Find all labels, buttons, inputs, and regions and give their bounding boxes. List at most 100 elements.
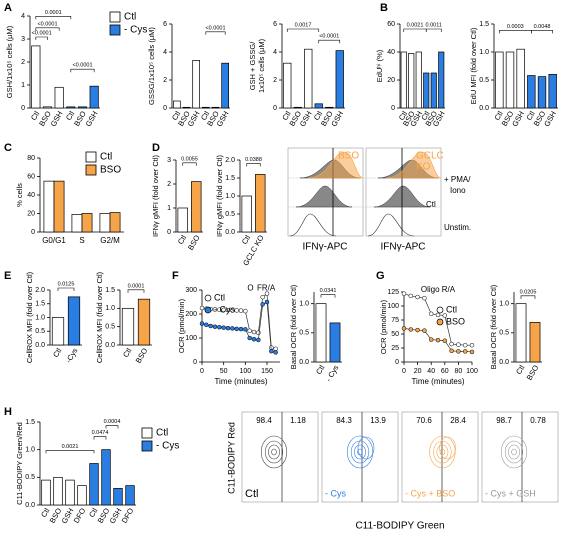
- marker: [422, 328, 427, 333]
- x-tick-label: DFO: [120, 506, 136, 524]
- y-tick-label: 6: [163, 21, 167, 28]
- x-tick-label: Ctl: [51, 346, 64, 359]
- x-tick-label: G0/G1: [42, 236, 66, 245]
- y-tick-label: 1.0: [105, 305, 115, 312]
- panel-label: F: [172, 270, 179, 282]
- bracket: [127, 289, 145, 293]
- panel-label: B: [380, 2, 388, 14]
- marker: [408, 293, 414, 299]
- legend-swatch: [436, 306, 444, 314]
- legend-swatch: [85, 151, 97, 163]
- quadrant-value: 70.6: [416, 416, 432, 425]
- x-tick-label: 100: [239, 368, 251, 375]
- x-tick-label: 80: [455, 368, 463, 375]
- bracket: [182, 162, 197, 166]
- marker: [422, 295, 427, 301]
- p-value: 0.0474: [92, 430, 109, 436]
- marker: [435, 337, 441, 343]
- contour: [511, 448, 517, 456]
- bar: [314, 103, 323, 109]
- x-tick-label: Ctl: [39, 506, 52, 519]
- x-tick-label: GSH: [542, 109, 558, 128]
- bar: [191, 181, 202, 233]
- bracket: [246, 163, 261, 167]
- p-value: 0.0125: [58, 281, 75, 287]
- condition-label: GCLC: [416, 151, 444, 162]
- legend-label: Ctl: [124, 12, 136, 23]
- y-tick-label: 0: [163, 105, 167, 112]
- contour: [260, 435, 288, 469]
- bracket: [105, 425, 119, 429]
- y-axis-label: % cells: [15, 183, 24, 207]
- bar: [65, 479, 75, 506]
- condition-label: Ctl: [245, 488, 258, 500]
- y-axis-label: EdUʰⁱ (%): [375, 49, 384, 82]
- y-tick-label: 0: [391, 105, 395, 112]
- marker: [247, 335, 252, 341]
- y-tick-label: 4: [163, 49, 167, 56]
- y-tick-label: 0.5: [299, 330, 309, 337]
- bar: [42, 106, 53, 109]
- condition-label: KO: [416, 162, 431, 173]
- bar: [81, 213, 93, 233]
- bar: [505, 51, 515, 109]
- marker: [225, 325, 231, 331]
- bar: [177, 207, 188, 233]
- y-tick-label: 60: [387, 21, 395, 28]
- y-tick-label: 2.0: [35, 287, 45, 294]
- condition-label: BSO: [338, 151, 359, 162]
- marker: [415, 294, 420, 300]
- bar: [41, 479, 51, 506]
- p-value: 0.0001: [45, 10, 62, 16]
- bracket: [520, 295, 536, 299]
- bar: [400, 51, 407, 109]
- marker: [442, 313, 448, 318]
- bar: [113, 488, 123, 506]
- bar: [31, 45, 41, 109]
- marker: [212, 307, 218, 312]
- y-tick-label: 0.0: [225, 229, 235, 236]
- legend-label: Ctl: [156, 428, 168, 439]
- bar: [515, 303, 527, 363]
- y-tick-label: 2: [21, 59, 25, 66]
- bar: [430, 72, 437, 109]
- bar: [51, 317, 65, 346]
- x-axis-label: IFNγ-APC: [381, 242, 426, 253]
- bar: [77, 485, 87, 506]
- y-tick-label: 2: [273, 77, 277, 84]
- condition-label: - Cys: [325, 488, 346, 498]
- y-tick-label: 80: [27, 155, 35, 162]
- y-tick-label: 1: [167, 205, 171, 212]
- p-value: <0.0001: [205, 25, 225, 31]
- y-tick-label: 1.0: [225, 193, 235, 200]
- legend-label: BSO: [100, 165, 121, 176]
- marker: [264, 291, 270, 296]
- y-tick-label: 1.5: [25, 419, 35, 426]
- legend-swatch: [141, 440, 153, 452]
- y-axis-label: GSH/1x10⁵ cells (μM): [5, 25, 14, 98]
- condition-label: - Cys + BSO: [405, 488, 455, 498]
- y-tick-label: 40: [27, 192, 35, 199]
- marker: [401, 326, 407, 331]
- y-axis-label: GSSG/1x10⁵ cells (μM): [147, 27, 156, 105]
- annotation: O: [247, 284, 253, 293]
- hist-box: [287, 147, 364, 237]
- quadrant-value: 28.4: [450, 416, 466, 425]
- x-tick-label: BSO: [134, 346, 150, 364]
- marker: [251, 336, 257, 342]
- y-axis-label: IFNγ gMFI (fold over Ctl): [215, 154, 224, 237]
- marker: [449, 348, 454, 354]
- bar: [54, 86, 64, 109]
- contour: [268, 444, 280, 460]
- hist-ctl: [295, 185, 353, 208]
- x-tick-label: 150: [261, 368, 273, 375]
- legend-swatch: [109, 24, 121, 36]
- y-tick-label: 20: [387, 77, 395, 84]
- y-tick-label: 75: [391, 317, 399, 324]
- marker: [225, 307, 231, 313]
- p-value: <0.0001: [72, 63, 92, 69]
- y-tick-label: 1.5: [479, 21, 489, 28]
- x-tick-label: Ctl: [524, 109, 537, 122]
- legend-label: Ctl: [100, 152, 112, 163]
- bar: [125, 485, 135, 506]
